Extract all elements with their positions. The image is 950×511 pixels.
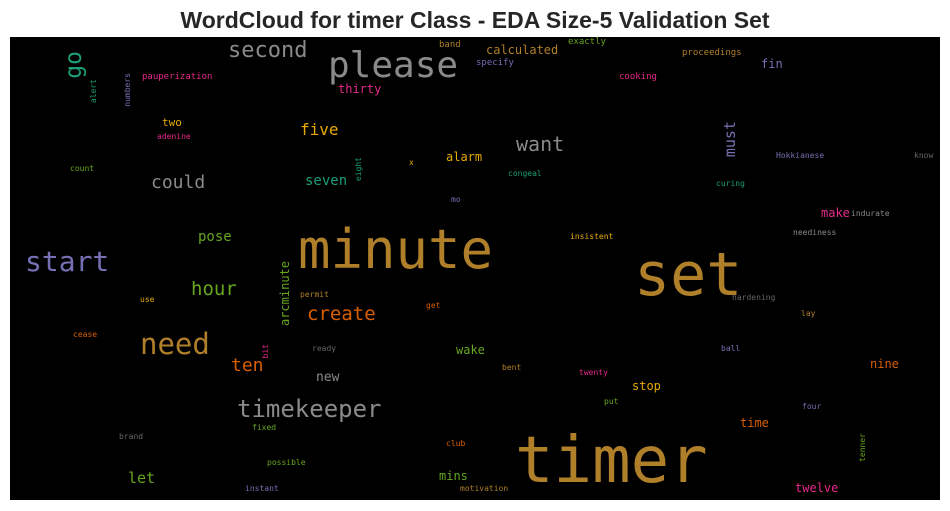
word-arcminute: arcminute (278, 261, 292, 327)
word-exactly: exactly (568, 37, 606, 47)
word-numbers: numbers (123, 73, 132, 107)
word-use: use (140, 295, 155, 304)
word-seven: seven (305, 173, 348, 189)
word-twenty: twenty (579, 368, 608, 377)
word-need: need (140, 327, 210, 361)
word-cease: cease (73, 330, 98, 339)
word-insistent: insistent (570, 232, 614, 241)
word-go: go (61, 51, 87, 79)
word-eight: eight (354, 157, 363, 182)
chart-title: WordCloud for timer Class - EDA Size-5 V… (180, 7, 770, 33)
word-curing: curing (716, 179, 745, 188)
word-tenner: tenner (858, 433, 867, 462)
word-make: make (821, 206, 850, 220)
word-count: count (70, 164, 95, 173)
word-band: band (439, 40, 461, 50)
word-want: want (516, 132, 565, 156)
word-put: put (604, 397, 619, 406)
word-alert: alert (89, 79, 98, 104)
word-permit: permit (300, 290, 329, 299)
word-thirty: thirty (338, 82, 382, 96)
word-could: could (151, 172, 206, 193)
word-five: five (300, 120, 339, 139)
word-fixed: fixed (252, 423, 277, 432)
word-nine: nine (870, 357, 899, 371)
word-x: x (409, 158, 414, 167)
word-indurate: indurate (851, 209, 890, 218)
word-lay: lay (801, 309, 816, 318)
word-instant: instant (245, 484, 279, 493)
word-timer: timer (515, 424, 708, 498)
word-hour: hour (191, 278, 237, 300)
word-pose: pose (198, 229, 232, 245)
word-minute: minute (298, 218, 494, 281)
word-mo: mo (451, 195, 461, 204)
word-please: please (328, 45, 459, 86)
word-get: get (426, 301, 441, 310)
word-adenine: adenine (157, 132, 191, 141)
word-twelve: twelve (795, 481, 839, 495)
word-fin: fin (761, 57, 783, 71)
word-second: second (228, 38, 308, 63)
word-hardening: hardening (732, 293, 776, 302)
word-stop: stop (632, 379, 661, 393)
word-two: two (162, 116, 182, 129)
word-calculated: calculated (486, 43, 559, 57)
word-cooking: cooking (619, 72, 657, 82)
word-create: create (307, 303, 376, 325)
word-bent: bent (502, 363, 522, 372)
word-know: know (914, 151, 934, 160)
word-hokkianese: Hokkianese (776, 151, 825, 160)
word-brand: brand (119, 432, 144, 441)
word-congeal: congeal (508, 169, 542, 178)
word-proceedings: proceedings (682, 48, 742, 58)
word-possible: possible (267, 458, 306, 467)
word-alarm: alarm (446, 150, 483, 164)
word-neediness: neediness (793, 228, 837, 237)
word-start: start (25, 245, 110, 278)
word-club: club (446, 439, 466, 448)
word-mins: mins (439, 469, 468, 483)
word-wake: wake (456, 343, 485, 357)
word-ball: ball (721, 344, 741, 353)
word-let: let (128, 469, 156, 487)
word-pauperization: pauperization (142, 72, 213, 82)
word-four: four (802, 402, 822, 411)
word-timekeeper: timekeeper (237, 395, 382, 423)
word-set: set (634, 240, 743, 310)
word-ready: ready (312, 344, 337, 353)
word-specify: specify (476, 58, 514, 68)
word-must: must (721, 121, 739, 158)
word-motivation: motivation (460, 484, 509, 493)
word-bit: bit (261, 344, 270, 359)
wordcloud-canvas: timer set minute please start need timekeeper s… (10, 37, 940, 500)
word-new: new (316, 370, 340, 385)
word-time: time (740, 416, 769, 430)
word-ten: ten (231, 355, 264, 376)
